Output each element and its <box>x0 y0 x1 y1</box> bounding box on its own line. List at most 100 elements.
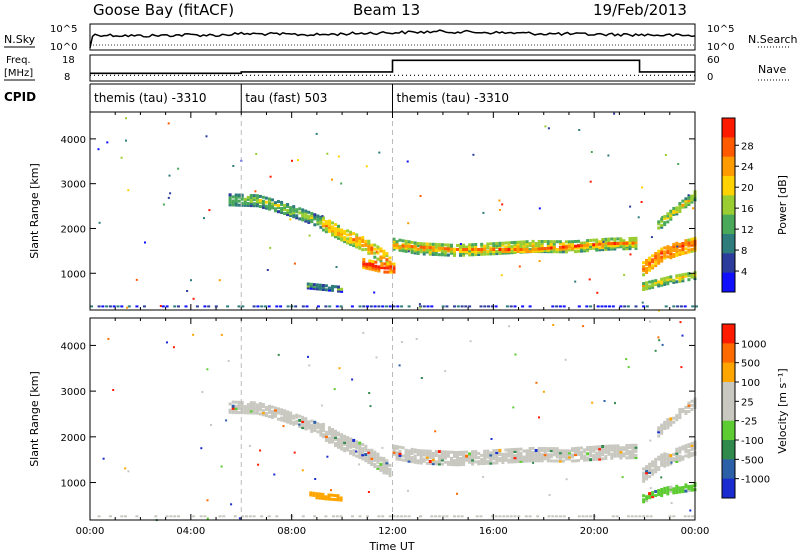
data-cell <box>474 248 478 251</box>
data-cell <box>651 258 655 262</box>
data-cell <box>577 448 580 452</box>
ground-cell <box>453 515 456 518</box>
data-cell <box>289 417 293 421</box>
ground-cell <box>551 305 555 308</box>
data-cell <box>352 453 356 457</box>
data-cell <box>328 219 331 223</box>
ground-cell <box>589 515 593 518</box>
data-cell <box>352 242 356 246</box>
data-cell <box>313 424 317 428</box>
data-cell <box>552 250 556 254</box>
data-cell <box>237 411 241 415</box>
data-cell <box>507 248 511 251</box>
data-cell <box>468 247 472 251</box>
data-cell <box>428 242 432 246</box>
data-cell <box>379 464 383 468</box>
data-cell <box>592 445 596 449</box>
ground-cell <box>536 515 540 518</box>
data-cell <box>598 445 602 449</box>
data-cell <box>660 490 664 493</box>
data-cell <box>531 249 535 253</box>
data-cell <box>364 243 368 247</box>
data-cell <box>660 255 664 259</box>
data-cell <box>471 454 475 458</box>
data-cell <box>555 240 559 244</box>
data-cell <box>355 235 359 239</box>
ground-cell <box>90 305 93 308</box>
data-cell <box>681 490 685 494</box>
ground-cell <box>135 305 139 308</box>
data-cell <box>666 488 670 492</box>
data-cell <box>519 248 523 251</box>
data-cell <box>337 232 340 236</box>
data-cell <box>388 470 392 473</box>
data-cell <box>304 423 308 427</box>
data-cell <box>642 471 646 475</box>
data-cell <box>525 240 529 244</box>
data-cell <box>249 194 253 197</box>
data-cell <box>392 237 396 241</box>
colorbar-tick-label: 8 <box>741 246 747 257</box>
data-cell <box>453 463 456 467</box>
data-cell <box>240 203 244 207</box>
data-cell <box>456 459 459 463</box>
data-cell <box>443 460 447 464</box>
data-cell <box>510 250 514 253</box>
scatter-cell <box>168 174 171 177</box>
data-cell <box>310 220 314 224</box>
data-cell <box>385 459 389 463</box>
ground-cell <box>551 515 555 518</box>
data-cell <box>340 230 344 234</box>
data-cell <box>675 457 679 461</box>
scatter-cell <box>538 207 541 210</box>
data-cell <box>416 242 420 245</box>
data-cell <box>258 412 262 416</box>
data-cell <box>642 284 646 287</box>
data-cell <box>234 406 238 410</box>
data-cell <box>231 404 235 408</box>
data-cell <box>672 253 676 256</box>
data-cell <box>365 266 369 270</box>
data-cell <box>261 409 265 413</box>
data-cell <box>398 246 402 250</box>
data-cell <box>249 401 253 405</box>
ground-cell <box>672 515 676 518</box>
data-cell <box>453 459 456 463</box>
data-cell <box>651 495 655 499</box>
data-cell <box>331 284 334 288</box>
data-cell <box>681 203 685 207</box>
data-cell <box>657 284 661 288</box>
data-cell <box>681 246 685 249</box>
data-cell <box>264 196 268 200</box>
scatter-cell <box>407 222 410 225</box>
data-cell <box>368 261 372 265</box>
ground-cell <box>335 305 339 308</box>
ground-cell <box>513 305 517 308</box>
data-cell <box>440 253 444 257</box>
ground-cell <box>445 515 449 518</box>
data-cell <box>663 217 667 220</box>
data-cell <box>625 446 629 450</box>
data-cell <box>446 460 450 464</box>
data-cell <box>249 411 253 415</box>
data-cell <box>316 218 320 222</box>
data-cell <box>404 455 408 458</box>
ground-cell <box>237 305 241 308</box>
data-cell <box>468 245 472 249</box>
data-cell <box>561 245 565 249</box>
data-cell <box>501 454 505 458</box>
data-cell <box>540 242 544 245</box>
data-cell <box>228 410 232 414</box>
data-cell <box>343 447 347 451</box>
data-cell <box>537 447 541 450</box>
data-cell <box>666 247 670 251</box>
data-cell <box>489 250 493 253</box>
data-cell <box>289 214 293 218</box>
data-cell <box>492 252 496 256</box>
scatter-cell <box>654 349 657 352</box>
data-cell <box>574 240 577 243</box>
data-cell <box>654 281 658 285</box>
data-cell <box>577 446 580 450</box>
data-cell <box>336 496 340 500</box>
data-cell <box>319 225 323 229</box>
